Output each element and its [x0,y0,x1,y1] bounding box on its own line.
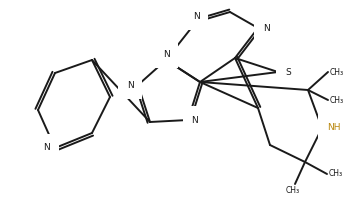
Text: N: N [193,12,199,21]
Text: N: N [191,116,199,124]
Text: N: N [163,49,169,59]
Text: N: N [127,81,133,89]
Text: CH₃: CH₃ [286,186,300,195]
Text: N: N [263,23,269,33]
Text: CH₃: CH₃ [329,170,343,179]
Text: CH₃: CH₃ [330,68,344,76]
Text: S: S [285,68,291,76]
Text: CH₃: CH₃ [330,96,344,104]
Text: NH: NH [327,124,341,132]
Text: N: N [44,144,50,152]
